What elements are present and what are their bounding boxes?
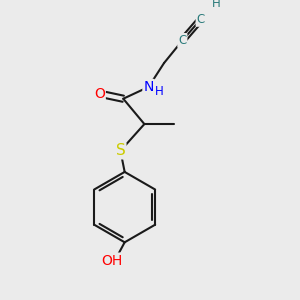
Text: H: H <box>155 85 164 98</box>
Text: S: S <box>116 143 125 158</box>
Text: O: O <box>94 87 105 101</box>
Text: C: C <box>178 34 187 47</box>
Text: C: C <box>196 13 205 26</box>
Text: OH: OH <box>101 254 123 268</box>
Text: H: H <box>212 0 220 11</box>
Text: N: N <box>143 80 154 94</box>
